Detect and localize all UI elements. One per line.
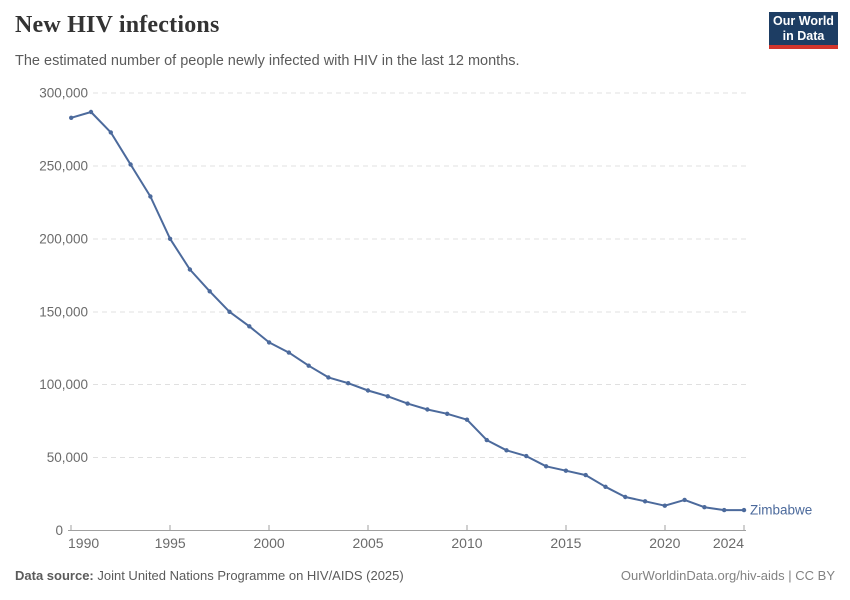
x-axis-label: 1990 [68,535,99,551]
y-axis-label: 200,000 [39,231,88,246]
data-point[interactable] [207,289,212,294]
data-point[interactable] [266,340,272,345]
owid-logo-line1: Our World [773,13,834,28]
owid-link[interactable]: OurWorldinData.org/hiv-aids | CC BY [620,568,835,583]
data-source-text: Joint United Nations Programme on HIV/AI… [93,568,404,583]
data-point[interactable] [722,507,727,513]
data-point[interactable] [484,437,489,443]
data-source: Data source: Joint United Nations Progra… [15,568,404,583]
data-point[interactable] [445,411,450,416]
data-point[interactable] [504,448,509,453]
data-point[interactable] [128,162,133,167]
data-point[interactable] [69,115,74,121]
data-point[interactable] [326,375,331,380]
data-point[interactable] [227,309,232,314]
x-axis-label: 2024 [713,535,744,551]
data-point[interactable] [405,401,410,406]
y-axis-label: 150,000 [39,304,88,319]
data-point[interactable] [702,505,707,510]
x-axis-label: 2000 [254,535,285,551]
data-point[interactable] [88,109,94,115]
data-point[interactable] [623,494,628,500]
data-point[interactable] [247,324,252,329]
data-point[interactable] [524,453,529,459]
chart-footer: Data source: Joint United Nations Progra… [15,568,835,583]
data-point[interactable] [464,417,470,422]
owid-logo-line2: in Data [782,28,825,43]
data-source-label: Data source: [15,568,94,583]
x-axis-label: 2010 [451,535,482,551]
data-point[interactable] [385,394,390,399]
y-axis-label: 0 [55,523,63,538]
y-axis-label: 50,000 [47,450,88,465]
data-point[interactable] [286,350,292,355]
data-point[interactable] [583,472,588,478]
owid-logo[interactable]: Our World in Data [769,12,838,49]
data-point[interactable] [148,194,153,199]
series-line-zimbabwe[interactable] [70,111,745,512]
data-point[interactable] [167,236,173,241]
data-point[interactable] [306,363,311,368]
x-axis-label: 2020 [649,535,680,551]
data-point[interactable] [662,503,667,508]
data-point[interactable] [741,507,747,513]
data-point[interactable] [682,497,687,503]
data-point[interactable] [187,267,193,272]
data-point[interactable] [346,381,351,386]
x-axis-label: 1995 [155,535,186,551]
x-axis-label: 2015 [550,535,581,551]
series-label-zimbabwe[interactable]: Zimbabwe [750,503,812,518]
data-point[interactable] [365,388,371,393]
chart-title: New HIV infections [15,12,220,38]
data-point[interactable] [108,130,114,135]
y-axis-label: 100,000 [39,377,88,392]
data-point[interactable] [642,499,648,504]
data-point[interactable] [563,468,569,473]
data-point[interactable] [603,484,608,489]
y-axis-label: 250,000 [39,158,88,173]
x-axis-label: 2005 [352,535,383,551]
y-axis-label: 300,000 [39,86,88,101]
chart-subtitle: The estimated number of people newly inf… [15,53,520,69]
data-point[interactable] [425,407,430,412]
data-point[interactable] [543,464,549,469]
